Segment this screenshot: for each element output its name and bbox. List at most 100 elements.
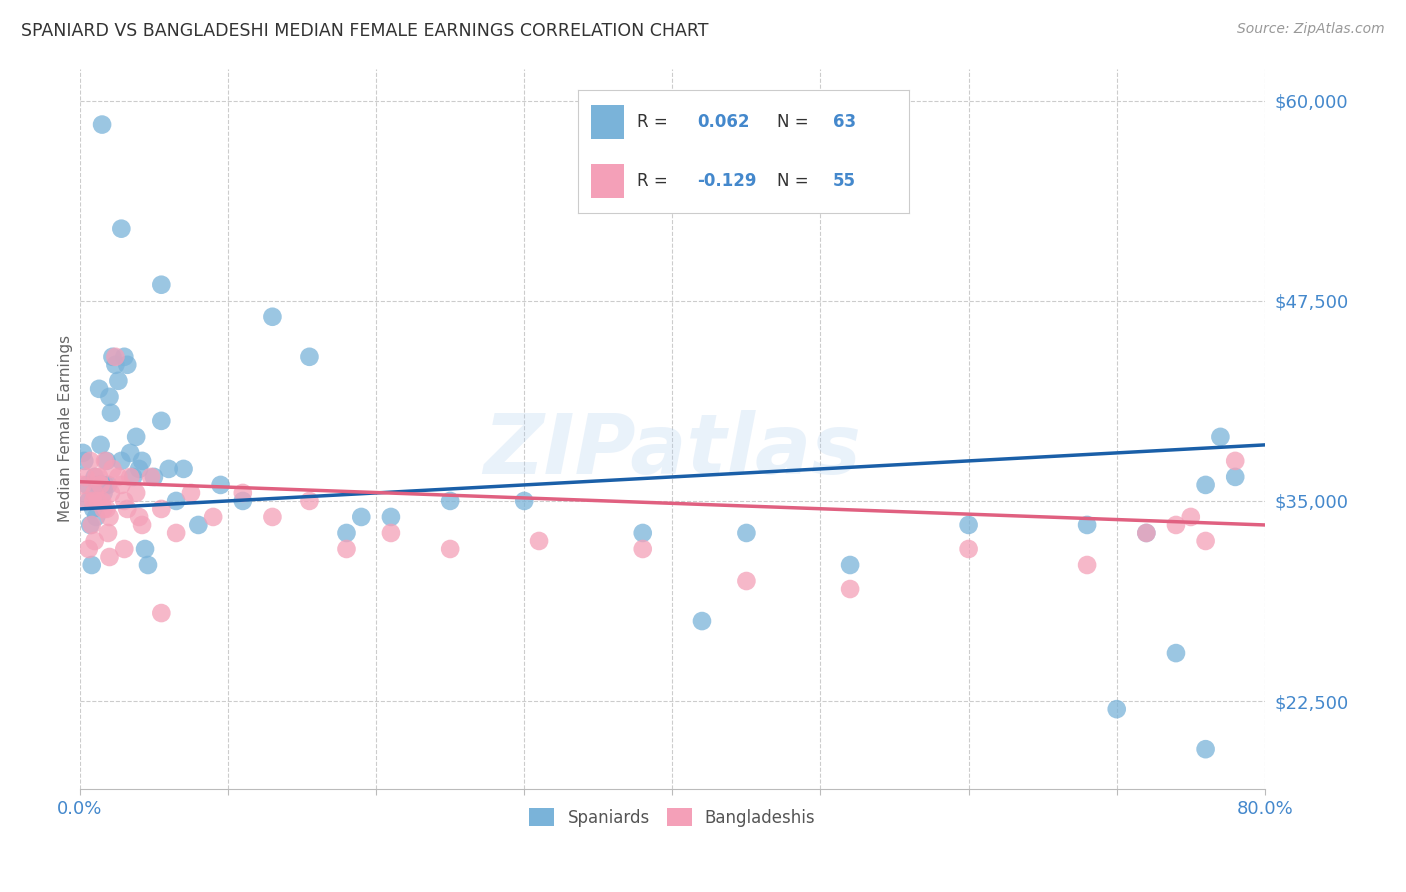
Point <box>91 478 114 492</box>
Point <box>107 374 129 388</box>
Point <box>131 454 153 468</box>
Legend: Spaniards, Bangladeshis: Spaniards, Bangladeshis <box>520 800 824 835</box>
Point <box>112 350 135 364</box>
Point <box>150 277 173 292</box>
Point <box>173 462 195 476</box>
Point <box>72 478 94 492</box>
Point <box>93 486 115 500</box>
Point <box>72 446 94 460</box>
Point <box>1105 702 1128 716</box>
Point <box>93 502 115 516</box>
Point <box>1164 518 1187 533</box>
Point <box>120 470 142 484</box>
Text: ZIPatlas: ZIPatlas <box>484 410 862 491</box>
Point <box>631 541 654 556</box>
Point <box>94 454 117 468</box>
Point <box>90 438 112 452</box>
Point <box>80 518 103 533</box>
Point <box>83 470 105 484</box>
Point <box>110 478 132 492</box>
Point <box>120 446 142 460</box>
Text: Source: ZipAtlas.com: Source: ZipAtlas.com <box>1237 22 1385 37</box>
Point <box>98 390 121 404</box>
Point <box>89 382 111 396</box>
Point <box>262 510 284 524</box>
Point <box>380 526 402 541</box>
Point <box>139 470 162 484</box>
Point <box>73 454 96 468</box>
Point <box>117 358 139 372</box>
Point <box>187 518 209 533</box>
Point <box>439 541 461 556</box>
Point <box>150 414 173 428</box>
Point <box>150 606 173 620</box>
Point <box>380 510 402 524</box>
Point <box>232 486 254 500</box>
Point <box>513 494 536 508</box>
Point <box>83 533 105 548</box>
Point <box>128 462 150 476</box>
Point <box>104 358 127 372</box>
Point <box>165 526 187 541</box>
Point <box>232 494 254 508</box>
Point <box>631 526 654 541</box>
Point <box>1194 478 1216 492</box>
Point <box>83 486 105 500</box>
Point <box>112 541 135 556</box>
Point <box>94 478 117 492</box>
Point <box>1180 510 1202 524</box>
Point <box>839 558 862 572</box>
Point <box>209 478 232 492</box>
Point <box>1194 742 1216 756</box>
Point <box>1076 518 1098 533</box>
Point <box>75 470 97 484</box>
Point <box>91 494 114 508</box>
Point <box>77 494 100 508</box>
Point <box>690 614 713 628</box>
Point <box>104 350 127 364</box>
Point <box>97 526 120 541</box>
Point <box>1076 558 1098 572</box>
Point <box>79 518 101 533</box>
Point <box>134 541 156 556</box>
Point <box>90 478 112 492</box>
Point <box>839 582 862 596</box>
Point <box>100 486 122 500</box>
Point <box>125 486 148 500</box>
Y-axis label: Median Female Earnings: Median Female Earnings <box>58 335 73 523</box>
Point <box>112 494 135 508</box>
Point <box>76 494 98 508</box>
Point <box>82 494 104 508</box>
Point <box>84 470 107 484</box>
Point <box>101 350 124 364</box>
Point <box>165 494 187 508</box>
Point <box>86 494 108 508</box>
Point <box>80 558 103 572</box>
Point <box>1135 526 1157 541</box>
Point <box>335 526 357 541</box>
Point <box>96 502 118 516</box>
Point <box>439 494 461 508</box>
Point <box>101 462 124 476</box>
Point <box>84 510 107 524</box>
Point <box>97 478 120 492</box>
Point <box>128 510 150 524</box>
Point <box>180 486 202 500</box>
Point <box>79 454 101 468</box>
Point <box>350 510 373 524</box>
Text: SPANIARD VS BANGLADESHI MEDIAN FEMALE EARNINGS CORRELATION CHART: SPANIARD VS BANGLADESHI MEDIAN FEMALE EA… <box>21 22 709 40</box>
Point <box>735 574 758 588</box>
Point <box>1225 470 1247 484</box>
Point <box>1164 646 1187 660</box>
Point <box>157 462 180 476</box>
Point <box>262 310 284 324</box>
Point <box>142 470 165 484</box>
Point <box>298 494 321 508</box>
Point <box>335 541 357 556</box>
Point <box>96 454 118 468</box>
Point <box>89 470 111 484</box>
Point <box>100 406 122 420</box>
Point <box>98 510 121 524</box>
Point <box>1209 430 1232 444</box>
Point <box>125 430 148 444</box>
